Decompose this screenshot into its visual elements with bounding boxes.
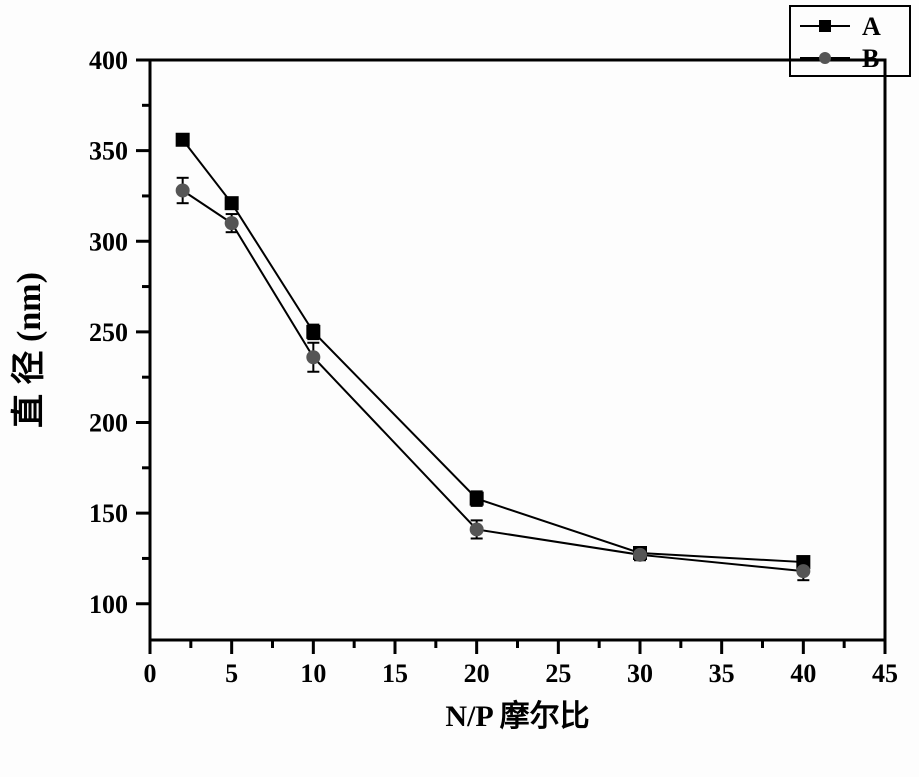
svg-text:25: 25 [545, 659, 571, 688]
chart-container: { "chart": { "type": "line", "background… [0, 0, 919, 777]
svg-text:0: 0 [144, 659, 157, 688]
svg-text:100: 100 [89, 590, 128, 619]
svg-text:150: 150 [89, 499, 128, 528]
y-axis-label: 直 径 (nm) [10, 272, 48, 428]
svg-text:5: 5 [225, 659, 238, 688]
svg-text:400: 400 [89, 46, 128, 75]
svg-text:300: 300 [89, 227, 128, 256]
svg-text:20: 20 [464, 659, 490, 688]
series-line-A [183, 140, 804, 562]
legend-label-B: B [862, 44, 879, 73]
x-axis-label: N/P 摩尔比 [445, 699, 589, 733]
svg-text:250: 250 [89, 318, 128, 347]
svg-text:200: 200 [89, 409, 128, 438]
svg-text:30: 30 [627, 659, 653, 688]
svg-text:350: 350 [89, 137, 128, 166]
legend: AB [790, 6, 910, 76]
line-chart: 0 5 10 15 20 25 30 35 40 45 N/P 摩尔比 100 150 200 250 300… [0, 0, 919, 777]
svg-text:40: 40 [790, 659, 816, 688]
series-line-B [183, 191, 804, 572]
svg-text:10: 10 [300, 659, 326, 688]
svg-text:15: 15 [382, 659, 408, 688]
svg-text:45: 45 [872, 659, 898, 688]
svg-text:35: 35 [709, 659, 735, 688]
legend-label-A: A [862, 12, 881, 41]
